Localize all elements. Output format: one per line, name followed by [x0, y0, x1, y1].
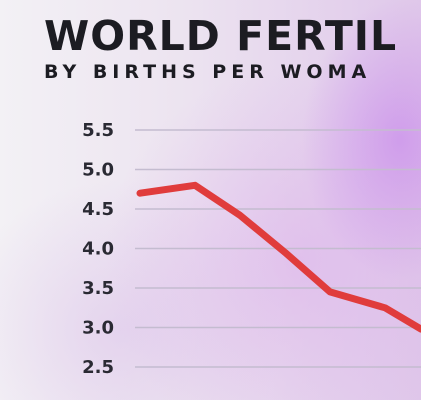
chart-subtitle: BY BIRTHS PER WOMA [44, 61, 372, 83]
y-tick-label: 3.5 [82, 278, 114, 299]
chart-title: WORLD FERTIL [44, 12, 398, 60]
y-tick-label: 5.0 [82, 160, 114, 181]
y-axis-ticks: 5.5 5.0 4.5 4.0 3.5 3.0 2.5 [82, 120, 114, 378]
y-tick-label: 5.5 [82, 120, 114, 141]
y-tick-label: 3.0 [82, 318, 114, 339]
y-tick-label: 4.0 [82, 239, 114, 260]
y-tick-label: 2.5 [82, 357, 114, 378]
y-tick-label: 4.5 [82, 199, 114, 220]
series-lines [136, 181, 421, 333]
series-line [136, 181, 421, 333]
